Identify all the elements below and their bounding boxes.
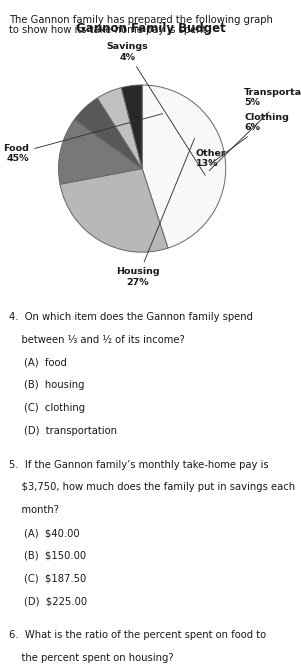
Text: (C)  $187.50: (C) $187.50: [24, 574, 86, 584]
Text: between ⅓ and ½ of its income?: between ⅓ and ½ of its income?: [9, 335, 185, 345]
Text: (D)  $225.00: (D) $225.00: [24, 597, 87, 607]
Text: month?: month?: [9, 505, 59, 515]
Text: 5.  If the Gannon family’s monthly take-home pay is: 5. If the Gannon family’s monthly take-h…: [9, 460, 269, 470]
Wedge shape: [142, 85, 226, 248]
Text: 6.  What is the ratio of the percent spent on food to: 6. What is the ratio of the percent spen…: [9, 630, 266, 640]
Wedge shape: [121, 85, 142, 168]
Text: Food
45%: Food 45%: [3, 113, 163, 163]
Text: The Gannon family has prepared the following graph: The Gannon family has prepared the follo…: [9, 15, 273, 25]
Text: (B)  housing: (B) housing: [24, 380, 85, 391]
Wedge shape: [97, 88, 142, 168]
Wedge shape: [58, 119, 142, 185]
Text: (D)  transportation: (D) transportation: [24, 426, 117, 436]
Text: (A)  $40.00: (A) $40.00: [24, 528, 80, 538]
Text: (C)  clothing: (C) clothing: [24, 403, 85, 413]
Text: (A)  food: (A) food: [24, 358, 67, 368]
Text: Savings
4%: Savings 4%: [106, 42, 205, 175]
Text: $3,750, how much does the family put in savings each: $3,750, how much does the family put in …: [9, 482, 295, 493]
Text: the percent spent on housing?: the percent spent on housing?: [9, 653, 174, 663]
Text: Housing
27%: Housing 27%: [116, 138, 194, 287]
Title: Gannon Family Budget: Gannon Family Budget: [76, 22, 225, 35]
Text: Other
13%: Other 13%: [195, 149, 226, 168]
Text: (B)  $150.00: (B) $150.00: [24, 551, 86, 561]
Text: Clothing
6%: Clothing 6%: [209, 113, 289, 164]
Text: to show how its take-home pay is spent.: to show how its take-home pay is spent.: [9, 25, 210, 36]
Wedge shape: [60, 168, 168, 252]
Text: 4.  On which item does the Gannon family spend: 4. On which item does the Gannon family …: [9, 312, 253, 322]
Wedge shape: [74, 98, 142, 168]
Text: Transportation
5%: Transportation 5%: [209, 88, 301, 170]
